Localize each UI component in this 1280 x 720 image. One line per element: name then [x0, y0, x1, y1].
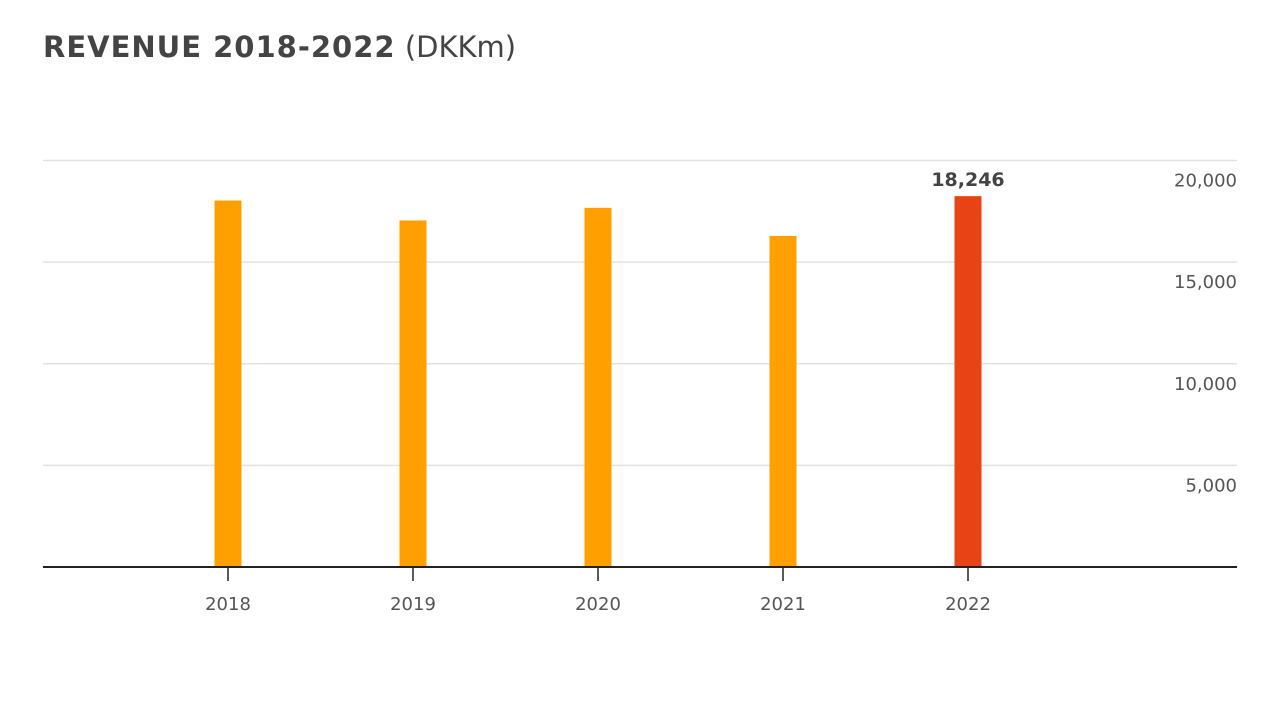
- bar-2022: [954, 196, 982, 567]
- x-tick-label: 2022: [945, 594, 991, 615]
- x-tick-label: 2021: [760, 594, 806, 615]
- x-tick-label: 2020: [575, 594, 621, 615]
- title-main: REVENUE 2018-2022: [43, 30, 396, 64]
- bar-2018: [214, 200, 242, 567]
- title-unit: (DKKm): [404, 30, 517, 64]
- y-tick-label: 20,000: [1174, 171, 1237, 192]
- x-tick-label: 2019: [390, 594, 436, 615]
- bar-2021: [769, 235, 797, 567]
- y-tick-label: 15,000: [1174, 272, 1237, 293]
- y-tick-label: 5,000: [1185, 475, 1237, 496]
- y-tick-label: 10,000: [1174, 374, 1237, 395]
- chart-title: REVENUE 2018-2022 (DKKm): [43, 30, 516, 64]
- bar-2019: [399, 220, 427, 568]
- x-tick-label: 2018: [205, 594, 251, 615]
- data-label: 18,246: [931, 169, 1004, 191]
- bar-2020: [584, 207, 612, 568]
